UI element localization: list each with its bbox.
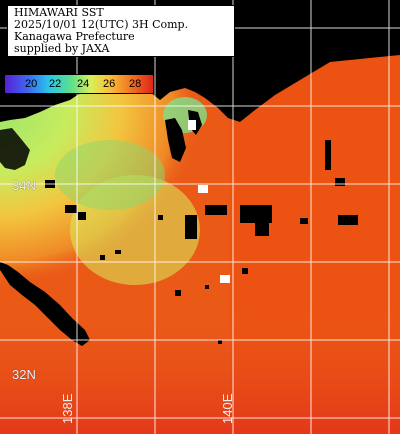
- lon-label-140e: 140E: [220, 393, 235, 424]
- cloud-white-2: [220, 275, 230, 283]
- title-box: HIMAWARI SST 2025/10/01 12(UTC) 3H Comp.…: [7, 5, 235, 57]
- title-datetime: 2025/10/01 12(UTC) 3H Comp.: [14, 18, 189, 31]
- land-izu-peninsula: [0, 262, 90, 346]
- color-scale-legend: 20 22 24 26 28: [4, 74, 154, 94]
- title-region: Kanagawa Prefecture: [14, 30, 135, 43]
- legend-tick-26: 26: [103, 78, 116, 90]
- title-source: supplied by JAXA: [14, 42, 110, 55]
- legend-tick-20: 20: [25, 78, 38, 90]
- land-coast-west: [0, 128, 30, 170]
- cloud-white-1: [198, 185, 208, 193]
- cool-water-core: [55, 140, 165, 210]
- legend-tick-28: 28: [129, 78, 142, 90]
- legend-tick-22: 22: [49, 78, 62, 90]
- lat-label-32n: 32N: [12, 367, 36, 382]
- title-satellite: HIMAWARI SST: [14, 6, 104, 19]
- cloud-white-3: [188, 120, 196, 130]
- lon-label-138e: 138E: [60, 393, 75, 424]
- land-miura-peninsula: [165, 118, 186, 162]
- legend-tick-24: 24: [77, 78, 90, 90]
- lat-label-34n: 34N: [12, 178, 36, 193]
